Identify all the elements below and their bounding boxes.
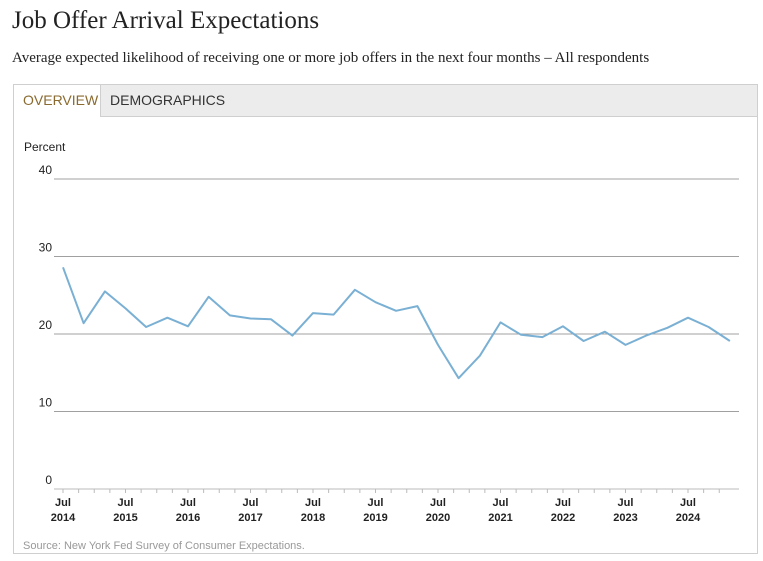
x-tick-year: 2018 [301, 512, 325, 524]
tab-bar: OVERVIEW DEMOGRAPHICS [14, 85, 757, 117]
y-axis-label: Percent [24, 140, 66, 154]
tab-demographics[interactable]: DEMOGRAPHICS [110, 92, 226, 108]
series-line [62, 266, 731, 380]
x-tick-month: Jul [555, 497, 571, 509]
x-tick-month: Jul [55, 497, 71, 509]
x-tick-month: Jul [430, 497, 446, 509]
y-tick-label: 30 [39, 241, 53, 255]
x-tick-month: Jul [493, 497, 509, 509]
y-tick-label: 40 [39, 163, 53, 177]
y-tick-label: 10 [39, 396, 53, 410]
line-chart: Percent 0 10 20 30 40 Jul 2014 Jul 2015 Jul 2016 Jul… [24, 140, 739, 524]
x-tick-year: 2017 [238, 512, 262, 524]
x-tick-year: 2019 [363, 512, 387, 524]
x-tick-month: Jul [368, 497, 384, 509]
x-tick-month: Jul [618, 497, 634, 509]
x-tick-month: Jul [243, 497, 259, 509]
x-tick-year: 2015 [113, 512, 137, 524]
x-tick-year: 2021 [488, 512, 512, 524]
x-tick-year: 2022 [551, 512, 575, 524]
x-tick-month: Jul [118, 497, 134, 509]
page-subtitle: Average expected likelihood of receiving… [12, 50, 650, 66]
x-tick-year: 2023 [613, 512, 637, 524]
source-note: Source: New York Fed Survey of Consumer … [23, 540, 305, 552]
x-tick-month: Jul [680, 497, 696, 509]
x-tick-year: 2024 [676, 512, 701, 524]
page-title: Job Offer Arrival Expectations [12, 7, 320, 34]
tab-overview[interactable]: OVERVIEW [14, 85, 101, 117]
x-tick-month: Jul [305, 497, 321, 509]
x-tick-year: 2016 [176, 512, 200, 524]
x-tick-year: 2014 [51, 512, 76, 524]
x-tick-month: Jul [180, 497, 196, 509]
y-tick-label: 20 [39, 318, 53, 332]
y-tick-label: 0 [45, 473, 52, 487]
x-tick-year: 2020 [426, 512, 450, 524]
